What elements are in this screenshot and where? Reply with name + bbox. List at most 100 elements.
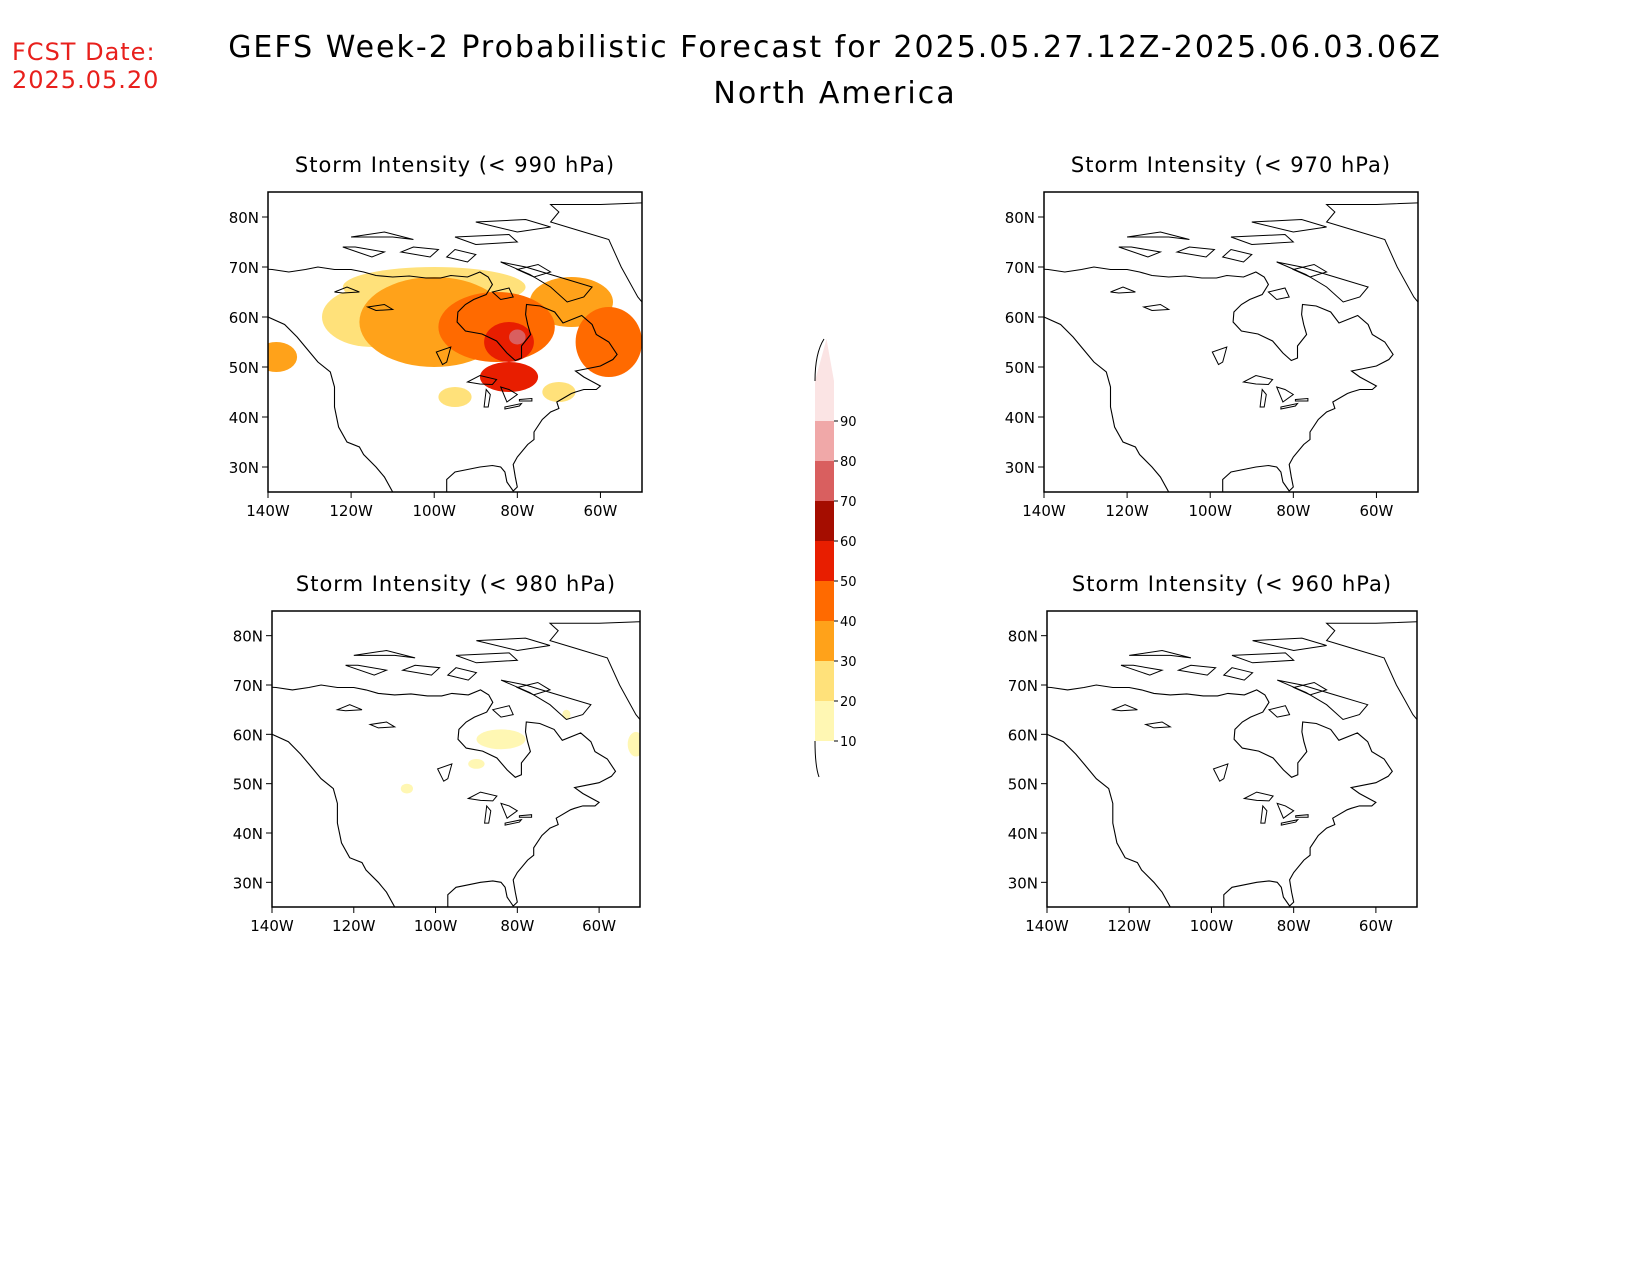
panel-title: Storm Intensity (< 990 hPa) bbox=[295, 153, 615, 177]
colorbar-swatch bbox=[815, 381, 834, 421]
probability-region bbox=[484, 322, 534, 362]
lat-label: 40N bbox=[229, 409, 259, 427]
lat-label: 30N bbox=[229, 459, 259, 477]
probability-region bbox=[542, 382, 576, 402]
lat-label: 50N bbox=[233, 776, 263, 794]
colorbar-swatch bbox=[815, 621, 834, 661]
colorbar: 10 20 30 40 50 60 70 80 90 bbox=[814, 338, 857, 778]
lake-outline bbox=[435, 346, 452, 366]
island-outline bbox=[1230, 233, 1295, 246]
lon-label: 120W bbox=[332, 917, 376, 935]
lat-label: 80N bbox=[233, 628, 263, 646]
lon-label: 80W bbox=[500, 502, 534, 520]
island-outline bbox=[446, 667, 478, 681]
probability-region bbox=[400, 783, 413, 794]
lake-outline bbox=[484, 804, 492, 824]
lat-label: 50N bbox=[1008, 776, 1038, 794]
lake-outline bbox=[436, 763, 453, 782]
lon-label: 100W bbox=[412, 502, 456, 520]
island-outline bbox=[500, 679, 592, 721]
map-panel-1: Storm Intensity (< 990 hPa) 80N 70N 60N 50N 4… bbox=[229, 153, 643, 520]
lake-outline bbox=[518, 397, 533, 402]
lat-label: 50N bbox=[229, 359, 259, 377]
lat-label: 50N bbox=[1005, 359, 1035, 377]
lake-outline bbox=[1110, 704, 1138, 712]
island-outline bbox=[445, 248, 477, 263]
lake-outline bbox=[1280, 402, 1299, 410]
lon-label: 60W bbox=[1359, 917, 1393, 935]
colorbar-swatch bbox=[815, 421, 834, 461]
probability-region bbox=[268, 342, 298, 372]
lake-outline bbox=[1143, 721, 1172, 729]
colorbar-swatch bbox=[815, 661, 834, 701]
island-outline bbox=[515, 263, 552, 278]
colorbar-swatch bbox=[815, 701, 834, 741]
lon-label: 140W bbox=[1025, 917, 1069, 935]
lake-outline bbox=[1212, 763, 1229, 782]
lon-label: 120W bbox=[329, 502, 373, 520]
colorbar-swatch bbox=[815, 541, 834, 581]
map-frame bbox=[267, 191, 643, 493]
lat-label: 30N bbox=[1008, 874, 1038, 892]
map-panel-2: Storm Intensity (< 970 hPa) 80N 70N 60N 50N 4… bbox=[1005, 153, 1419, 520]
figure-title: GEFS Week-2 Probabilistic Forecast for 2… bbox=[228, 30, 1442, 65]
colorbar-swatch bbox=[815, 461, 834, 501]
map-area bbox=[1047, 621, 1417, 907]
lat-label: 60N bbox=[1005, 309, 1035, 327]
probability-region bbox=[468, 759, 485, 769]
lat-label: 60N bbox=[1008, 726, 1038, 744]
lat-label: 70N bbox=[229, 259, 259, 277]
lake-outline bbox=[1242, 791, 1275, 802]
lake-outline bbox=[504, 402, 523, 410]
lake-outline bbox=[499, 386, 519, 403]
lake-outline bbox=[504, 818, 523, 826]
lon-label: 60W bbox=[582, 917, 616, 935]
colorbar-label: 50 bbox=[840, 575, 857, 590]
lake-outline bbox=[465, 374, 498, 386]
lake-outline bbox=[1275, 386, 1295, 403]
lon-label: 60W bbox=[1359, 502, 1393, 520]
lake-outline bbox=[1241, 374, 1274, 386]
island-outline bbox=[342, 246, 387, 258]
lat-label: 70N bbox=[233, 677, 263, 695]
lake-outline bbox=[368, 721, 397, 729]
lat-label: 70N bbox=[1005, 259, 1035, 277]
island-outline bbox=[1120, 664, 1164, 676]
lat-label: 80N bbox=[1008, 628, 1038, 646]
colorbar-label: 60 bbox=[840, 535, 857, 550]
lat-label: 40N bbox=[1008, 825, 1038, 843]
island-outline bbox=[491, 705, 514, 718]
island-outline bbox=[345, 664, 389, 676]
island-outline bbox=[455, 652, 519, 664]
island-outline bbox=[351, 231, 414, 240]
island-outline bbox=[1221, 248, 1253, 263]
island-outline bbox=[1325, 621, 1417, 721]
lake-outline bbox=[365, 303, 395, 312]
island-outline bbox=[1251, 218, 1327, 233]
lon-label: 120W bbox=[1105, 502, 1149, 520]
map-panels: Storm Intensity (< 990 hPa) 80N 70N 60N 50N 4… bbox=[229, 153, 1419, 935]
colorbar-upper-edge bbox=[814, 338, 825, 382]
lake-outline bbox=[1295, 814, 1309, 818]
island-outline bbox=[1267, 287, 1290, 301]
island-outline bbox=[1292, 681, 1328, 696]
figure-subtitle: North America bbox=[713, 76, 957, 111]
lat-label: 80N bbox=[1005, 209, 1035, 227]
panel-title: Storm Intensity (< 970 hPa) bbox=[1071, 153, 1391, 177]
lat-label: 30N bbox=[1005, 459, 1035, 477]
probability-region bbox=[562, 709, 571, 720]
lake-outline bbox=[1276, 802, 1295, 819]
map-panel-4: Storm Intensity (< 960 hPa) 80N 70N 60N 50N 4… bbox=[1008, 572, 1418, 935]
probability-region bbox=[438, 387, 472, 407]
island-outline bbox=[500, 261, 593, 303]
island-outline bbox=[476, 637, 551, 652]
colorbar-lower-tip bbox=[814, 740, 820, 778]
lat-label: 40N bbox=[233, 825, 263, 843]
lake-outline bbox=[1259, 388, 1267, 408]
map-frame bbox=[271, 610, 641, 908]
island-outline bbox=[454, 233, 519, 246]
probability-region bbox=[627, 731, 640, 757]
island-outline bbox=[1175, 246, 1216, 258]
lat-label: 70N bbox=[1008, 677, 1038, 695]
